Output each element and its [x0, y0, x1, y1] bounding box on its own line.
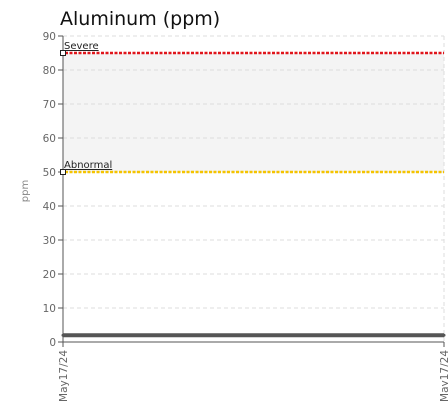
limit-marker-abnormal: [60, 169, 66, 175]
limit-label-severe: Severe: [64, 41, 99, 52]
limit-marker-severe: [60, 50, 66, 56]
y-tick-label-70: 70: [43, 99, 56, 111]
y-tick-label-80: 80: [43, 65, 56, 77]
data-point-0-1: [442, 333, 446, 337]
y-tick-label-10: 10: [43, 303, 56, 315]
y-tick-label-40: 40: [43, 201, 56, 213]
x-tick-label-1: May17/24: [439, 350, 448, 402]
y-tick-label-50: 50: [43, 167, 56, 179]
x-tick-label-0: May17/24: [58, 350, 70, 402]
data-point-0-0: [61, 333, 65, 337]
y-tick-label-20: 20: [43, 269, 56, 281]
y-tick-label-60: 60: [43, 133, 56, 145]
y-tick-label-0: 0: [49, 337, 56, 349]
y-axis-label: ppm: [20, 180, 31, 202]
limit-label-abnormal: Abnormal: [64, 160, 112, 171]
band-0: [63, 53, 444, 172]
y-tick-label-90: 90: [43, 31, 56, 43]
plot-area: 0 10 20 30 40 50 60 70 80 90 May17/24 May17/24 Sever…: [43, 31, 448, 402]
y-tick-label-30: 30: [43, 235, 56, 247]
chart-title: Aluminum (ppm): [60, 8, 220, 30]
